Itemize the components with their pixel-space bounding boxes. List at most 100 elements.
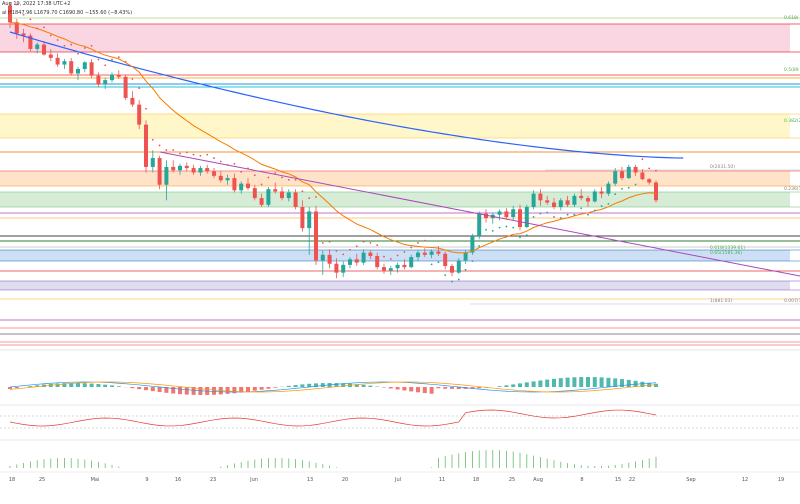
sar-dot — [587, 214, 589, 216]
zone-lavender — [0, 281, 790, 290]
sar-dot — [499, 227, 501, 229]
macd-bar — [90, 384, 94, 387]
sar-dot — [179, 153, 181, 155]
sar-dot — [431, 263, 433, 265]
candle-body — [457, 260, 461, 272]
macd-bar — [287, 386, 291, 387]
candle-body — [389, 268, 393, 270]
candle-body — [103, 80, 107, 84]
candle-body — [504, 211, 508, 217]
x-tick-label: Sep — [686, 477, 695, 483]
macd-bar — [525, 382, 529, 387]
candle-body — [280, 191, 284, 198]
sar-dot — [125, 61, 127, 63]
fib-level-label: 1(881.03) — [710, 298, 732, 304]
sar-dot — [145, 108, 147, 110]
candle-body — [300, 207, 304, 228]
candle-body — [532, 194, 536, 207]
macd-bar — [423, 387, 427, 393]
macd-bar — [137, 387, 141, 389]
candle-body — [294, 193, 298, 207]
candle-body — [579, 196, 583, 198]
sar-dot — [159, 145, 161, 147]
candle-body — [606, 184, 610, 194]
macd-bar — [83, 383, 87, 387]
candle-body — [226, 178, 230, 180]
x-tick-label: 13 — [307, 477, 313, 483]
sar-dot — [234, 163, 236, 165]
sar-dot — [546, 212, 548, 214]
sar-dot — [492, 230, 494, 232]
sar-dot — [383, 256, 385, 258]
macd-bar — [151, 387, 155, 391]
candle-body — [137, 105, 141, 125]
macd-bar — [613, 378, 617, 387]
sar-dot — [152, 139, 154, 141]
sar-dot — [410, 247, 412, 249]
candle-body — [239, 184, 243, 191]
zone-orange — [0, 171, 790, 186]
sar-dot — [404, 251, 406, 253]
macd-bar — [260, 387, 264, 390]
macd-bar — [430, 387, 434, 394]
candle-body — [232, 178, 236, 190]
sar-dot — [138, 87, 140, 89]
sar-dot — [594, 209, 596, 211]
sar-dot — [363, 241, 365, 243]
chart-header: Aug 19, 2022 17:38 UTC+2 al H1847.96 L16… — [0, 0, 800, 20]
sar-dot — [274, 172, 276, 174]
x-tick-label: 11 — [439, 477, 445, 483]
candle-body — [355, 259, 359, 262]
sar-dot — [608, 203, 610, 205]
sar-dot — [295, 179, 297, 181]
sar-dot — [397, 255, 399, 257]
macd-bar — [389, 387, 393, 388]
macd-bar — [606, 378, 610, 387]
sar-dot — [512, 227, 514, 229]
macd-bar — [144, 387, 148, 390]
sar-dot — [64, 45, 66, 47]
candle-body — [314, 211, 318, 260]
sar-dot — [519, 236, 521, 238]
x-tick-label: 16 — [175, 477, 181, 483]
x-tick-label: Aug — [533, 477, 543, 483]
x-tick-label: 25 — [509, 477, 515, 483]
candle-body — [76, 69, 80, 73]
candle-body — [525, 207, 529, 227]
macd-bar — [416, 387, 420, 392]
candle-body — [192, 168, 196, 172]
candle-body — [144, 125, 148, 167]
sar-dot — [642, 158, 644, 160]
sar-dot — [526, 234, 528, 236]
candle-body — [246, 184, 250, 188]
sar-dot — [438, 261, 440, 263]
candle-body — [436, 252, 440, 254]
macd-bar — [593, 377, 597, 387]
macd-bar — [56, 383, 60, 387]
candle-body — [402, 265, 406, 267]
sar-dot — [254, 174, 256, 176]
x-tick-label: 8 — [580, 477, 583, 483]
candle-body — [151, 158, 155, 167]
macd-bar — [532, 381, 536, 387]
macd-bar — [436, 387, 440, 388]
candle-body — [219, 176, 223, 180]
x-tick-label: 18 — [9, 477, 15, 483]
macd-bar — [178, 387, 182, 394]
candle-body — [178, 166, 182, 170]
sar-dot — [43, 26, 45, 28]
candle-body — [593, 191, 597, 201]
candle-body — [205, 168, 209, 171]
macd-bar — [321, 383, 325, 387]
candle-body — [423, 253, 427, 255]
macd-bar — [477, 387, 481, 388]
sar-dot — [390, 258, 392, 260]
candle-body — [334, 264, 338, 273]
candle-body — [396, 265, 400, 268]
macd-bar — [443, 387, 447, 389]
candle-body — [368, 253, 372, 256]
candle-body — [260, 198, 264, 205]
candle-body — [430, 252, 434, 255]
